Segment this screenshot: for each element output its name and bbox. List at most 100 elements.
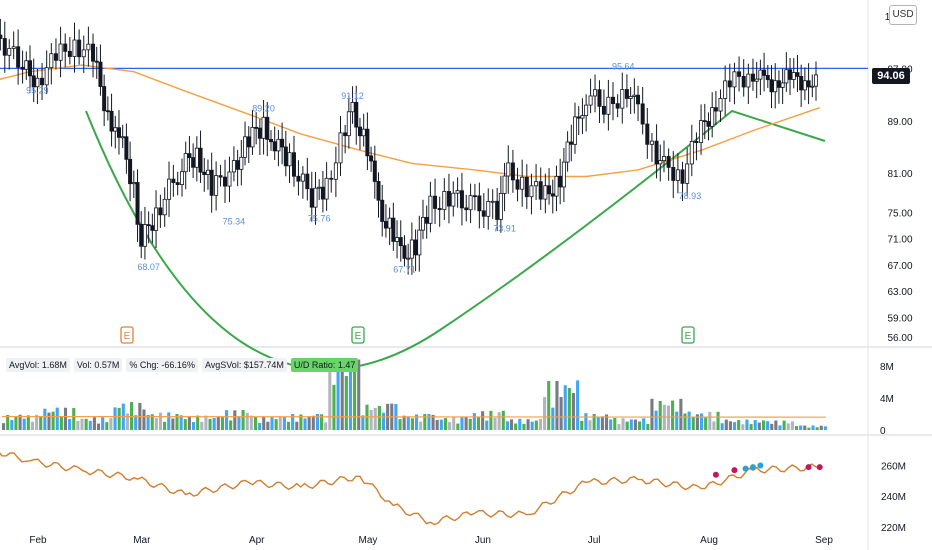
candle-body bbox=[706, 121, 711, 127]
candle-body bbox=[727, 80, 732, 88]
volume-bar bbox=[373, 407, 377, 430]
volume-bar bbox=[638, 421, 642, 430]
rs-new-high-dot bbox=[731, 467, 738, 474]
volume-bar bbox=[96, 423, 101, 430]
volume-bar bbox=[559, 396, 563, 430]
volume-bar bbox=[39, 417, 43, 430]
candle-body bbox=[167, 178, 172, 200]
volume-bar bbox=[187, 416, 191, 430]
candle-body bbox=[671, 166, 676, 181]
candle-body bbox=[350, 102, 355, 113]
volume-bar bbox=[625, 421, 629, 430]
volume-bar bbox=[179, 415, 183, 430]
volume-bar bbox=[522, 423, 526, 430]
volume-bar bbox=[538, 418, 542, 430]
volume-bar bbox=[216, 416, 220, 430]
candle-body bbox=[227, 171, 232, 187]
volume-bar bbox=[761, 420, 766, 430]
candle-body bbox=[814, 74, 819, 87]
volume-bar bbox=[687, 411, 691, 430]
volume-bar bbox=[509, 419, 514, 430]
x-axis-label: Apr bbox=[249, 535, 265, 546]
volume-bar bbox=[419, 421, 423, 430]
candle-body bbox=[685, 163, 690, 184]
volume-stats-bar: AvgVol: 1.68M Vol: 0.57M % Chg: -66.16% … bbox=[6, 358, 359, 372]
volume-bar bbox=[369, 410, 373, 430]
volume-bar bbox=[262, 416, 266, 430]
volume-bar bbox=[340, 371, 344, 430]
volume-bar bbox=[741, 424, 745, 430]
candle-body bbox=[272, 141, 277, 152]
volume-bar bbox=[76, 421, 80, 430]
volume-bar bbox=[613, 418, 617, 430]
volume-bar bbox=[410, 418, 414, 430]
price-tick-label: 56.00 bbox=[887, 333, 912, 344]
candle-body bbox=[762, 69, 767, 76]
volume-bar bbox=[794, 426, 799, 430]
volume-bar bbox=[472, 413, 476, 430]
candle-body bbox=[611, 96, 616, 105]
candle-body bbox=[406, 257, 411, 260]
volume-bar bbox=[658, 400, 662, 430]
volume-bar bbox=[381, 412, 386, 430]
candle-body bbox=[601, 105, 606, 115]
candle-body bbox=[654, 140, 659, 165]
candle-body bbox=[658, 160, 663, 165]
volume-bar bbox=[125, 413, 129, 430]
volume-bar bbox=[30, 421, 35, 430]
volume-bar bbox=[68, 419, 72, 430]
rs-new-high-dot bbox=[816, 464, 823, 471]
candle-body bbox=[576, 116, 581, 119]
candle-body bbox=[398, 237, 403, 247]
candle-body bbox=[218, 175, 223, 178]
candle-body bbox=[44, 67, 49, 86]
volume-bar bbox=[84, 418, 88, 430]
volume-bar bbox=[563, 385, 567, 430]
volume-bar bbox=[596, 416, 600, 430]
volume-bar bbox=[534, 420, 538, 430]
volume-bar bbox=[266, 421, 270, 430]
candle-body bbox=[372, 160, 377, 182]
volume-bar bbox=[282, 417, 286, 430]
volume-bar bbox=[237, 416, 241, 430]
candle-body bbox=[561, 161, 566, 188]
candle-body bbox=[606, 96, 611, 115]
candle-body bbox=[313, 187, 318, 208]
volume-bar bbox=[452, 417, 456, 430]
candle-body bbox=[754, 78, 759, 82]
volume-bar bbox=[26, 415, 30, 430]
volume-bar bbox=[576, 380, 580, 430]
candle-body bbox=[16, 46, 21, 68]
x-axis-label: Jul bbox=[588, 535, 601, 546]
avg-dollar-vol-stat: AvgSVol: $157.74M bbox=[201, 358, 287, 372]
candle-body bbox=[338, 132, 343, 164]
candle-body bbox=[320, 186, 325, 200]
volume-bar bbox=[464, 417, 468, 430]
candle-body bbox=[154, 207, 159, 231]
volume-bar bbox=[431, 414, 435, 430]
candle-body bbox=[477, 195, 482, 212]
candle-body bbox=[86, 43, 91, 51]
candle-body bbox=[455, 190, 460, 194]
volume-bar bbox=[766, 421, 770, 430]
candle-body bbox=[554, 175, 559, 197]
volume-bar bbox=[109, 418, 113, 430]
candle-body bbox=[780, 82, 785, 88]
rs-new-high-dot bbox=[742, 465, 749, 472]
volume-bar bbox=[617, 424, 621, 430]
rs-new-high-dot bbox=[805, 464, 812, 471]
volume-bar bbox=[402, 415, 406, 430]
volume-bar bbox=[142, 409, 146, 430]
volume-bar bbox=[270, 417, 274, 430]
volume-bar bbox=[493, 417, 497, 430]
earnings-marker-label: E bbox=[124, 331, 131, 342]
currency-badge[interactable]: USD bbox=[889, 5, 917, 25]
candle-body bbox=[437, 208, 442, 210]
volume-bar bbox=[200, 421, 204, 430]
candle-body bbox=[49, 53, 54, 69]
volume-bar bbox=[101, 417, 105, 430]
volume-bar bbox=[621, 418, 625, 430]
candle-body bbox=[150, 225, 155, 231]
volume-bar bbox=[167, 412, 171, 430]
